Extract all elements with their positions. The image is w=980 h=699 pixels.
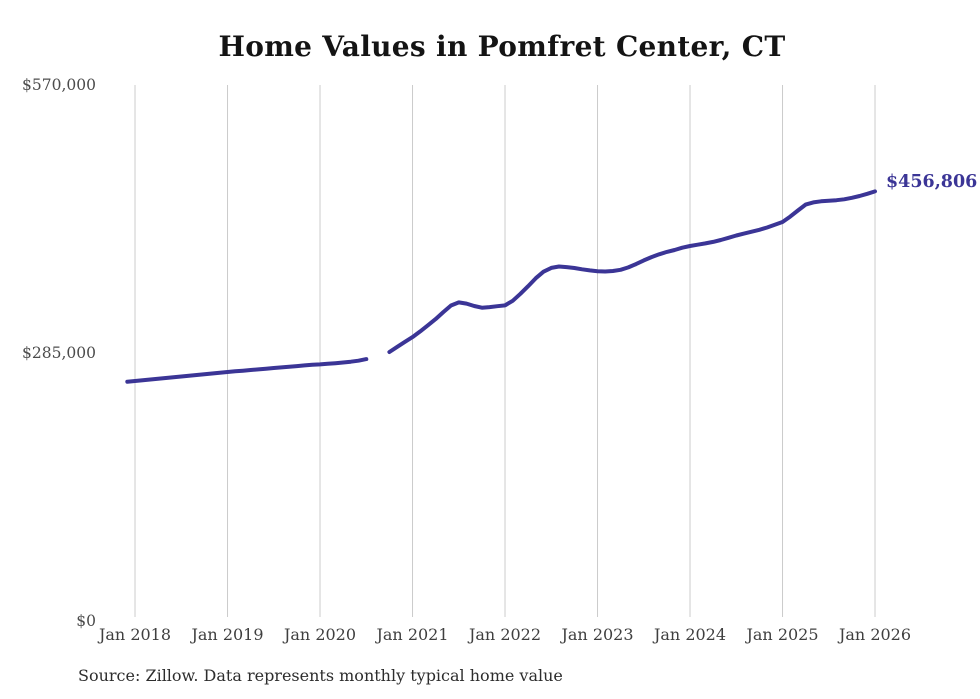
x-axis-label: Jan 2021 [376, 625, 449, 644]
gridlines [134, 85, 876, 617]
x-axis-label: Jan 2025 [746, 625, 819, 644]
y-axis-label: $0 [76, 612, 96, 630]
value-line-group [125, 189, 877, 384]
x-axis-label: Jan 2026 [838, 625, 912, 644]
source-note: Source: Zillow. Data represents monthly … [78, 666, 563, 685]
x-axis-label: Jan 2019 [191, 625, 264, 644]
y-axis-label: $570,000 [22, 76, 96, 94]
x-axis-label: Jan 2022 [468, 625, 542, 644]
current-value-label: $456,806 [886, 172, 978, 193]
x-axis-label: Jan 2018 [98, 625, 172, 644]
value-line [125, 189, 877, 384]
x-axis-label: Jan 2020 [283, 625, 357, 644]
x-axis-label: Jan 2023 [561, 625, 634, 644]
y-axis-label: $285,000 [22, 344, 96, 362]
chart-title: Home Values in Pomfret Center, CT [218, 30, 786, 63]
x-axis-label: Jan 2024 [653, 625, 727, 644]
